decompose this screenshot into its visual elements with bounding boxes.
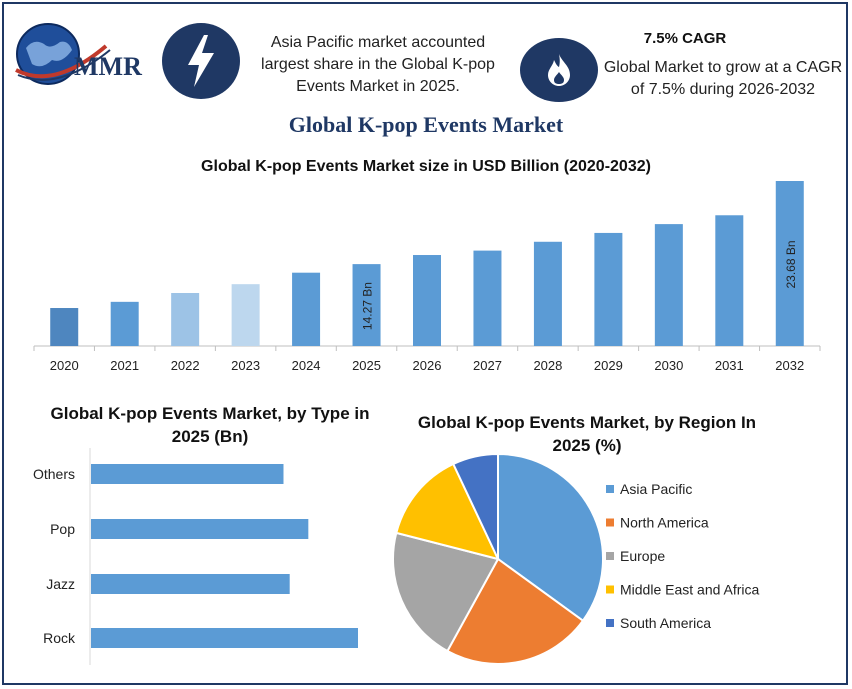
x-tick-label: 2025 xyxy=(352,358,381,373)
logo-text: MMR xyxy=(74,52,142,81)
region-chart-title: Global K-pop Events Market, by Region In… xyxy=(417,413,757,455)
x-tick-label: 2023 xyxy=(231,358,260,373)
bar-2029 xyxy=(594,232,623,346)
x-tick-label: 2020 xyxy=(50,358,79,373)
region-share-text: Asia Pacific market accounted largest sh… xyxy=(261,34,495,95)
region-pie-chart: Asia Pacific North America Europe Middle Ea… xyxy=(392,452,760,665)
bar-chart-title: Global K-pop Events Market size in USD B… xyxy=(201,158,651,175)
cagr-text: Global Market to grow at a CAGR of 7.5% … xyxy=(603,59,843,98)
bar-2024 xyxy=(292,272,321,346)
bar-2021 xyxy=(110,301,139,346)
legend-label: North America xyxy=(620,515,709,531)
type-bar-chart: Others Pop Jazz Rock xyxy=(33,448,358,665)
x-tick-label: 2026 xyxy=(413,358,442,373)
bar-2020 xyxy=(50,308,79,346)
legend-swatch xyxy=(606,619,614,627)
legend-swatch xyxy=(606,552,614,560)
flame-icon xyxy=(520,38,598,102)
x-tick-label: 2024 xyxy=(292,358,321,373)
type-bar-jazz xyxy=(91,574,290,594)
page-title: Global K-pop Events Market xyxy=(288,112,564,137)
type-label: Others xyxy=(33,466,75,482)
bar-2026 xyxy=(413,255,441,346)
legend-swatch xyxy=(606,485,614,493)
pie-slice-europe xyxy=(392,531,500,653)
legend-label: South America xyxy=(620,615,711,631)
cagr-title: 7.5% CAGR xyxy=(643,30,727,47)
x-tick-label: 2021 xyxy=(110,358,139,373)
pie-slice-middle-east-and-africa xyxy=(395,462,500,561)
mmr-logo xyxy=(15,23,111,85)
bar-2032 xyxy=(775,181,804,346)
x-tick-label: 2027 xyxy=(473,358,502,373)
pie-slice-north-america xyxy=(446,557,585,665)
market-size-bar-chart: 2020 2021 2022 2023 2024 2025 14.27 Bn 2026 2027… xyxy=(33,181,821,373)
type-bar-rock xyxy=(91,628,358,648)
data-label-2032: 23.68 Bn xyxy=(784,240,798,288)
legend-label: Asia Pacific xyxy=(620,481,692,497)
x-tick-label: 2022 xyxy=(171,358,200,373)
x-tick-label: 2032 xyxy=(775,358,804,373)
type-bar-others xyxy=(91,464,284,484)
type-chart-title: Global K-pop Events Market, by Type in 2… xyxy=(50,404,370,446)
data-label-2025: 14.27 Bn xyxy=(361,282,375,330)
bar-2031 xyxy=(715,215,744,346)
bar-2023 xyxy=(231,284,260,346)
x-tick-label: 2030 xyxy=(654,358,683,373)
pie-slice-south-america xyxy=(451,452,499,560)
type-label: Rock xyxy=(43,630,76,646)
bar-2027 xyxy=(473,250,502,346)
bar-2022 xyxy=(171,293,200,346)
legend-label: Middle East and Africa xyxy=(620,582,760,598)
legend-label: Europe xyxy=(620,548,665,564)
legend-swatch xyxy=(606,518,614,527)
bar-2030 xyxy=(654,224,683,346)
type-label: Pop xyxy=(50,521,75,537)
bar-2025 xyxy=(352,264,381,346)
type-bar-pop xyxy=(91,519,309,539)
pie-slice-asia-pacific xyxy=(497,452,604,623)
x-tick-label: 2031 xyxy=(715,358,744,373)
x-tick-label: 2028 xyxy=(533,358,562,373)
lightning-bolt-icon xyxy=(162,23,240,99)
bar-2028 xyxy=(533,241,562,346)
legend-swatch xyxy=(606,585,614,594)
type-label: Jazz xyxy=(46,576,75,592)
x-tick-label: 2029 xyxy=(594,358,623,373)
